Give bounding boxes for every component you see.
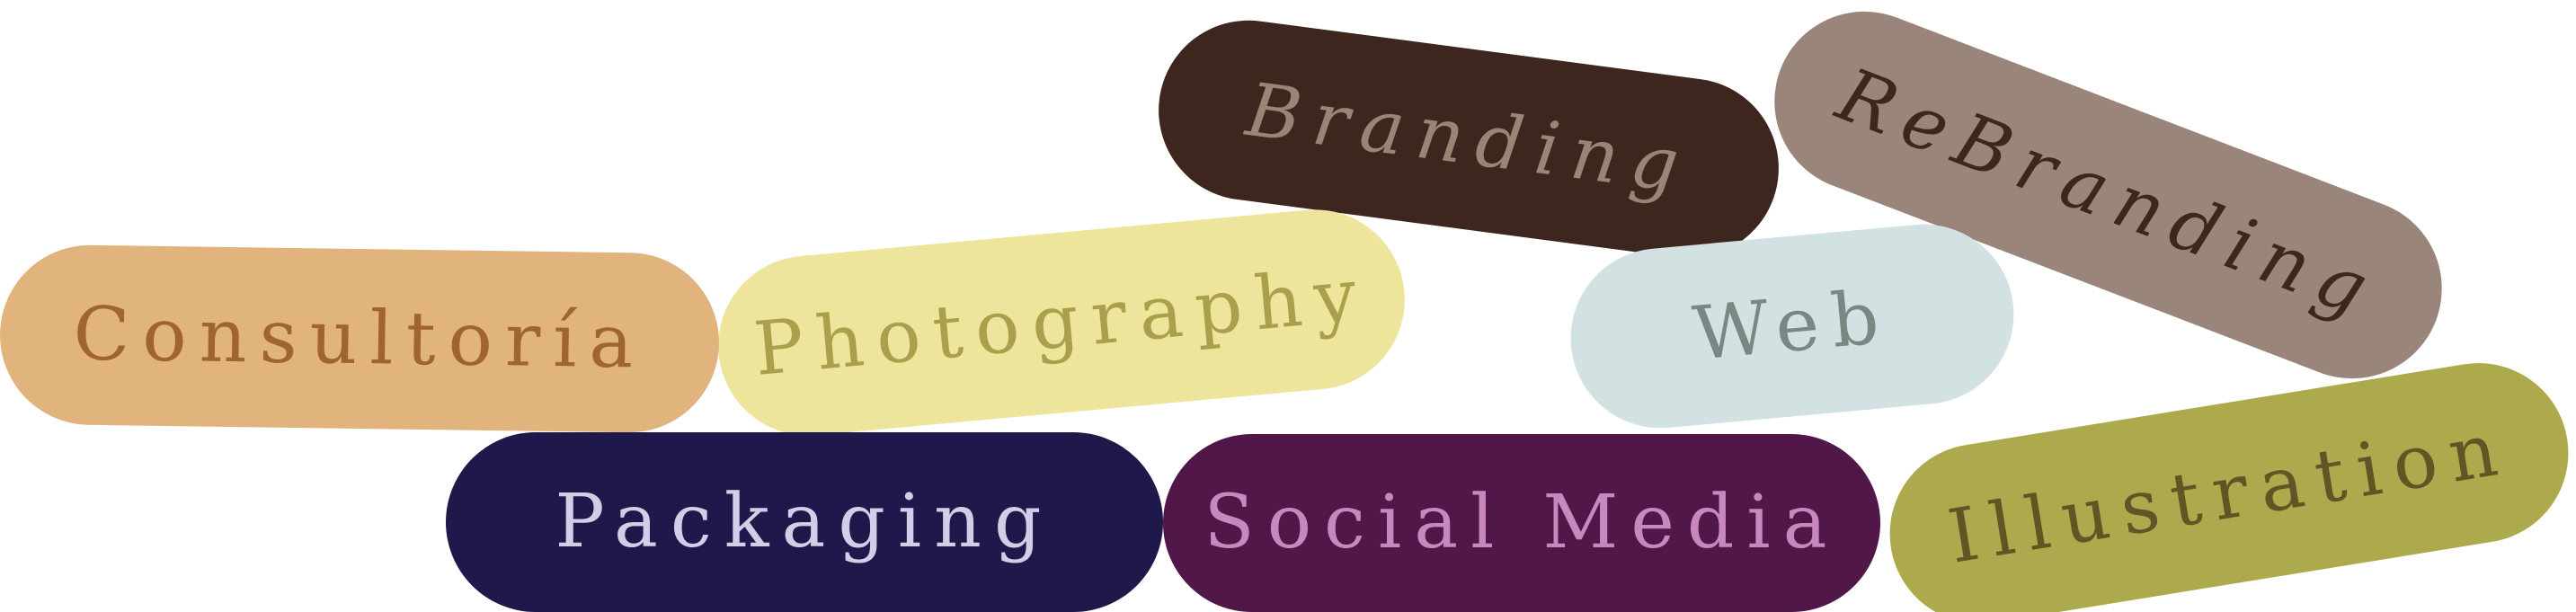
tag-social-media: Social Media	[1163, 434, 1880, 612]
tag-label-social-media: Social Media	[1204, 480, 1840, 565]
tag-illustration: Illustration	[1876, 350, 2576, 612]
tag-label-branding: Branding	[1241, 67, 1696, 211]
tag-packaging: Packaging	[446, 432, 1163, 612]
tag-label-packaging: Packaging	[555, 479, 1054, 564]
tag-label-photography: Photography	[751, 252, 1372, 393]
tag-consultoria: Consultoría	[0, 244, 721, 434]
tag-label-web: Web	[1689, 274, 1896, 377]
tag-photography: Photography	[710, 201, 1413, 444]
tag-label-illustration: Illustration	[1942, 405, 2516, 581]
tag-label-consultoria: Consultoría	[73, 291, 646, 386]
